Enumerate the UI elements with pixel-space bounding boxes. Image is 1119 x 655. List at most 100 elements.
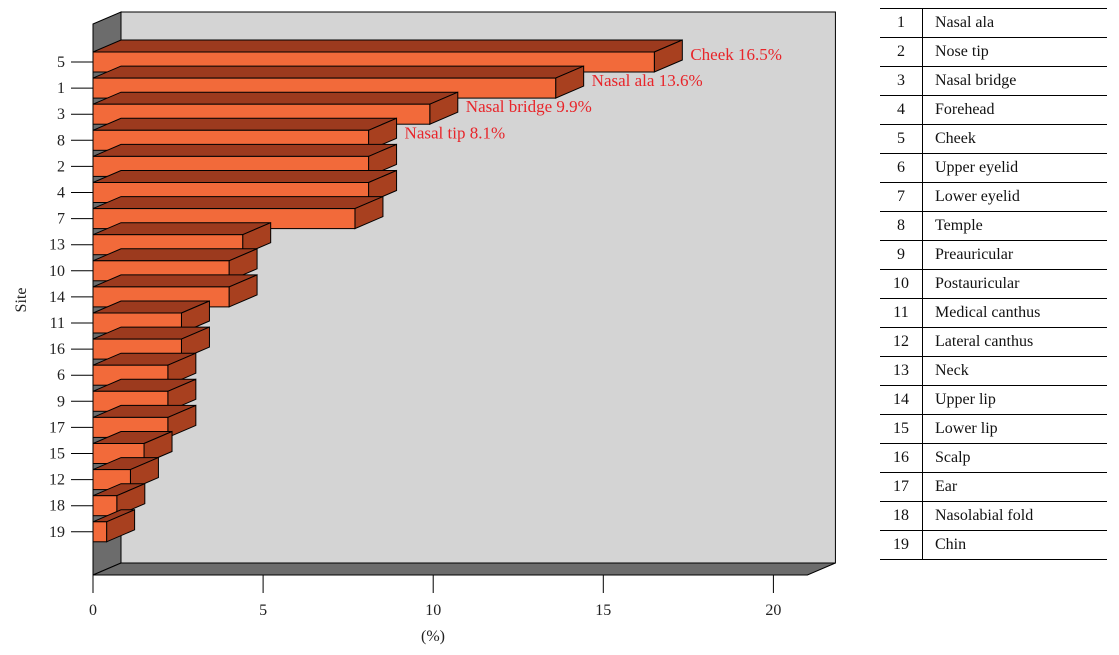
bar-top-face xyxy=(92,117,397,131)
y-tick-label: 10 xyxy=(49,263,65,280)
legend-row: 11 Medical canthus xyxy=(880,298,1107,328)
legend-site-number: 6 xyxy=(880,153,923,183)
y-tick-label: 17 xyxy=(49,419,65,436)
legend-row: 18 Nasolabial fold xyxy=(880,501,1107,531)
legend-row: 15 Lower lip xyxy=(880,414,1107,444)
legend-row: 17 Ear xyxy=(880,472,1107,502)
legend-row: 12 Lateral canthus xyxy=(880,327,1107,357)
x-tick-label: 5 xyxy=(259,602,267,619)
y-tick-label: 12 xyxy=(49,472,65,489)
bar-top-face xyxy=(92,170,397,183)
x-axis-label: (%) xyxy=(421,628,445,645)
legend-site-number: 7 xyxy=(880,182,923,212)
legend-site-number: 9 xyxy=(880,240,923,270)
y-tick-label: 16 xyxy=(49,341,65,358)
legend-site-name: Forehead xyxy=(922,95,1107,125)
y-tick-label: 1 xyxy=(57,80,65,97)
legend-row: 8 Temple xyxy=(880,211,1107,241)
bar-18 xyxy=(92,482,146,517)
bar-top-face xyxy=(92,91,458,105)
legend-site-name: Nasolabial fold xyxy=(922,501,1107,531)
legend-row: 2 Nose tip xyxy=(880,37,1107,67)
legend-site-name: Postauricular xyxy=(922,269,1107,299)
legend-row: 1 Nasal ala xyxy=(880,8,1107,38)
y-tick-label: 14 xyxy=(49,289,65,306)
legend-site-name: Neck xyxy=(922,356,1107,386)
legend-site-name: Scalp xyxy=(922,443,1107,473)
legend-row: 14 Upper lip xyxy=(880,385,1107,415)
axes-group: 5 Cheek 16.5% 1 Nasal ala 13.6% 3 Nasal bridg… xyxy=(49,24,808,619)
legend-row: 9 Preauricular xyxy=(880,240,1107,270)
legend-site-name: Chin xyxy=(922,530,1107,560)
bar-annotation: Nasal bridge 9.9% xyxy=(466,97,592,116)
legend-row: 19 Chin xyxy=(880,530,1107,560)
bar-12 xyxy=(92,456,159,491)
bar-front-face xyxy=(92,521,108,543)
bars-group xyxy=(92,39,683,543)
legend-site-number: 10 xyxy=(880,269,923,299)
x-tick-label: 0 xyxy=(89,602,97,619)
bar-annotation: Nasal tip 8.1% xyxy=(405,123,506,142)
legend-site-name: Medical canthus xyxy=(922,298,1107,328)
legend-row: 3 Nasal bridge xyxy=(880,66,1107,96)
floor xyxy=(92,562,836,576)
y-tick-label: 3 xyxy=(57,106,65,123)
legend-site-number: 1 xyxy=(880,8,923,38)
legend-site-name: Lower eyelid xyxy=(922,182,1107,212)
legend-site-name: Nasal ala xyxy=(922,8,1107,38)
x-tick-label: 20 xyxy=(765,602,781,619)
legend-site-number: 14 xyxy=(880,385,923,415)
legend-site-number: 3 xyxy=(880,66,923,96)
legend-site-name: Ear xyxy=(922,472,1107,502)
bar-chart: 5 Cheek 16.5% 1 Nasal ala 13.6% 3 Nasal bridg… xyxy=(13,11,836,645)
legend-site-name: Nasal bridge xyxy=(922,66,1107,96)
legend-row: 16 Scalp xyxy=(880,443,1107,473)
bar-top-face xyxy=(92,65,584,79)
bar-top-face xyxy=(92,222,271,236)
legend-site-number: 12 xyxy=(880,327,923,357)
bar-top-face xyxy=(92,143,397,157)
bar-9 xyxy=(92,378,197,413)
legend-site-number: 16 xyxy=(880,443,923,473)
legend-site-name: Upper lip xyxy=(922,385,1107,415)
y-tick-label: 9 xyxy=(57,393,65,410)
y-tick-label: 4 xyxy=(57,185,65,202)
legend-site-number: 18 xyxy=(880,501,923,531)
legend-row: 4 Forehead xyxy=(880,95,1107,125)
bar-annotation: Cheek 16.5% xyxy=(690,45,782,64)
legend-site-number: 15 xyxy=(880,414,923,444)
y-axis-label: Site xyxy=(13,288,30,313)
y-tick-label: 18 xyxy=(49,498,65,515)
bar-top-face xyxy=(92,196,384,210)
legend-row: 10 Postauricular xyxy=(880,269,1107,299)
x-tick-label: 15 xyxy=(595,602,611,619)
legend-site-number: 11 xyxy=(880,298,923,328)
y-tick-label: 6 xyxy=(57,367,65,384)
legend-site-number: 17 xyxy=(880,472,923,502)
legend-site-number: 8 xyxy=(880,211,923,241)
legend-row: 13 Neck xyxy=(880,356,1107,386)
legend-row: 6 Upper eyelid xyxy=(880,153,1107,183)
legend-site-number: 5 xyxy=(880,124,923,154)
bar-annotation: Nasal ala 13.6% xyxy=(592,71,703,90)
legend-site-number: 4 xyxy=(880,95,923,125)
legend-site-name: Cheek xyxy=(922,124,1107,154)
legend-site-name: Nose tip xyxy=(922,37,1107,67)
legend-site-number: 13 xyxy=(880,356,923,386)
y-tick-label: 5 xyxy=(57,54,65,71)
y-tick-label: 2 xyxy=(57,158,65,175)
legend-site-name: Upper eyelid xyxy=(922,153,1107,183)
legend-site-name: Preauricular xyxy=(922,240,1107,270)
legend-site-name: Lower lip xyxy=(922,414,1107,444)
legend-site-number: 19 xyxy=(880,530,923,560)
legend-row: 7 Lower eyelid xyxy=(880,182,1107,212)
y-tick-label: 19 xyxy=(49,524,65,541)
y-tick-label: 13 xyxy=(49,237,65,254)
x-tick-label: 10 xyxy=(425,602,441,619)
site-legend-table: 1 Nasal ala 2 Nose tip 3 Nasal bridge 4 Forehea… xyxy=(880,8,1107,560)
bar-19 xyxy=(92,509,136,543)
y-tick-label: 7 xyxy=(57,211,65,228)
legend-row: 5 Cheek xyxy=(880,124,1107,154)
legend-site-number: 2 xyxy=(880,37,923,67)
legend-site-name: Temple xyxy=(922,211,1107,241)
